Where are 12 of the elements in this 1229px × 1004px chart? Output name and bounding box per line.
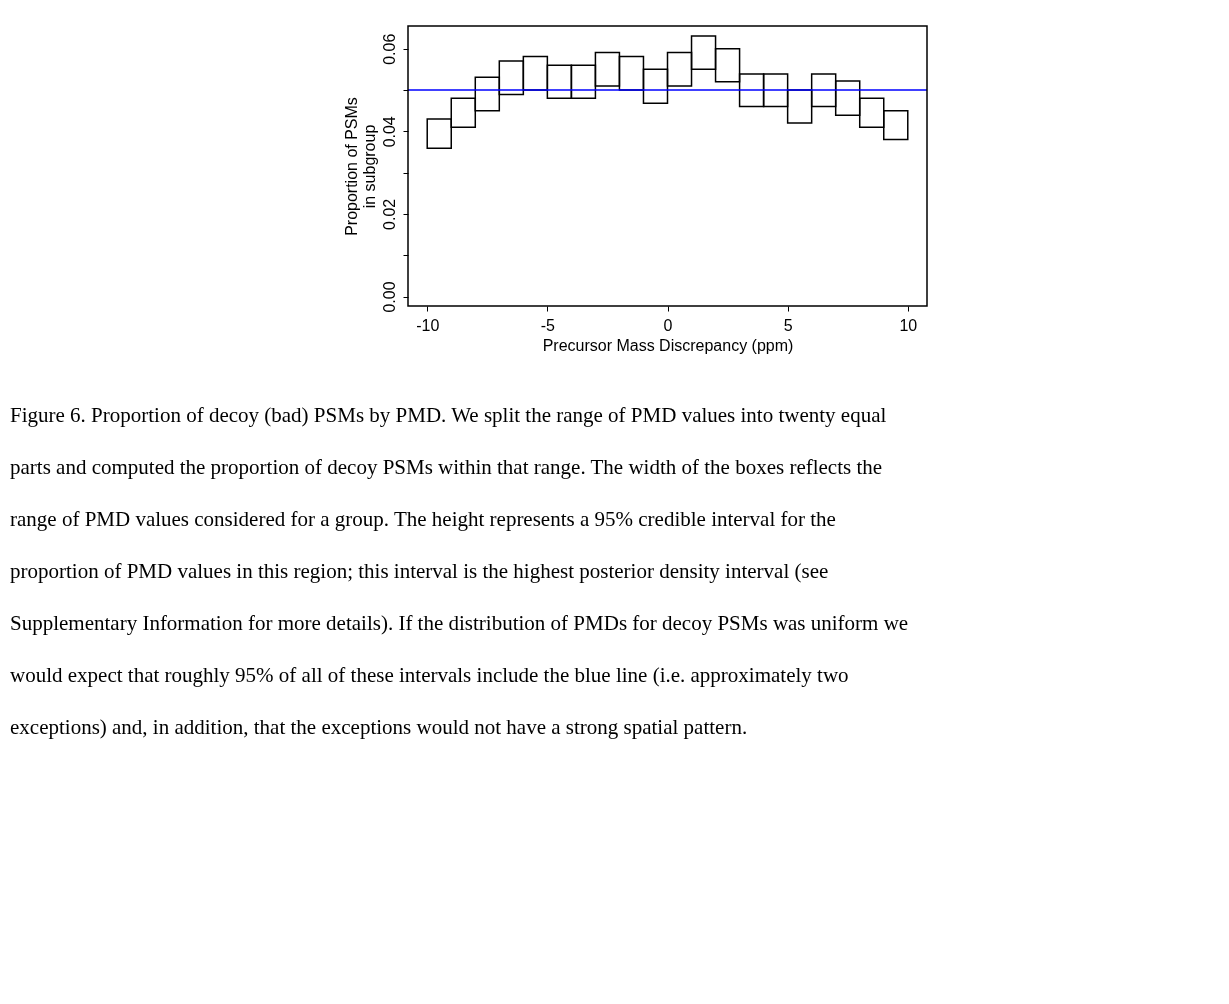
x-tick-label: -5 bbox=[540, 316, 556, 334]
text: Figure 6. Proportion of decoy (bad) PSMs by PMD. We split the range of PMD values into twenty equal parts and computed the proportion of decoy PSMs within that range. The width of the boxes reflects the range of PMD values considered for a group. The height represents a 95% credible interval for the proportion of PMD values in this region; this interval is the highest posterior density interval (see Supplementary Information for more details). If the distribution of PMDs for decoy PSMs was uniform we would expect that roughly 95% of all of these intervals include the blue line (i.e. approximately two exceptions) and, in addition, that the exceptions would not have a strong spatial pattern. bbox=[10, 403, 909, 739]
x-tick-label: 5 bbox=[783, 316, 793, 334]
x-tick-label: -10 bbox=[416, 316, 440, 334]
x-axis-title: Precursor Mass Discrepancy (ppm) bbox=[542, 336, 794, 354]
x-tick-label: 10 bbox=[899, 316, 918, 334]
x-tick-label: 0 bbox=[663, 316, 673, 334]
y-tick-label: 0.00 bbox=[380, 281, 398, 313]
y-tick-label: 0.06 bbox=[380, 33, 398, 65]
y-tick-label: 0.02 bbox=[380, 198, 398, 230]
y-axis-title: Proportion of PSMs in subgroup bbox=[342, 97, 378, 236]
y-tick-label: 0.04 bbox=[380, 116, 398, 148]
